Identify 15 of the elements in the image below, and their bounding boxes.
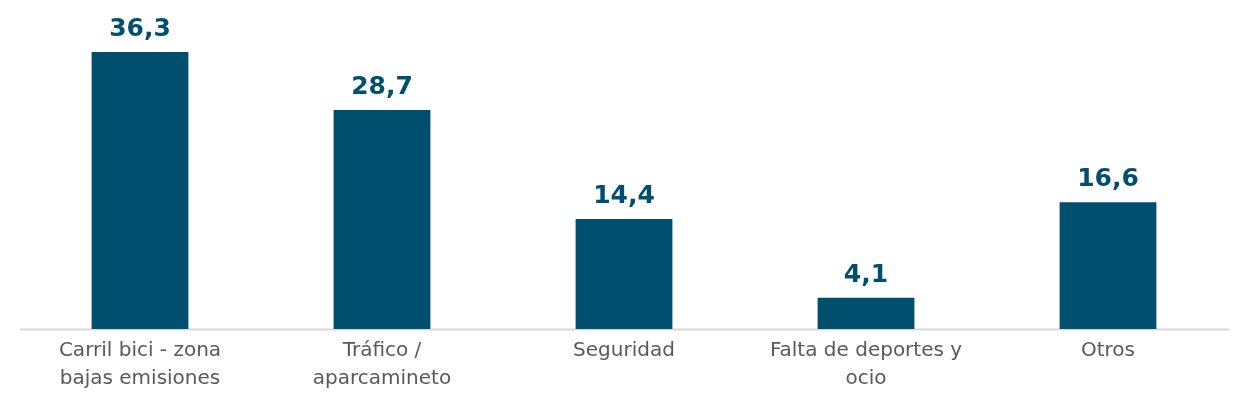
x-tick-label: Carril bici - zona bajas emisiones	[58, 336, 222, 389]
data-label: 14,4	[593, 180, 655, 210]
bar	[1059, 202, 1157, 329]
x-tick-label: Tráfico / aparcamineto	[312, 336, 452, 389]
x-tick-label: Otros	[1080, 336, 1136, 361]
bar	[817, 297, 915, 329]
bar	[91, 52, 189, 329]
data-label: 36,3	[109, 13, 171, 42]
x-tick-label: Falta de deportes y ocio	[769, 336, 963, 389]
data-label: 16,6	[1077, 163, 1139, 193]
data-label: 4,1	[843, 258, 889, 288]
data-label: 28,7	[351, 70, 413, 100]
bar	[575, 219, 673, 329]
bar	[333, 109, 431, 329]
x-tick-label: Seguridad	[573, 336, 675, 361]
